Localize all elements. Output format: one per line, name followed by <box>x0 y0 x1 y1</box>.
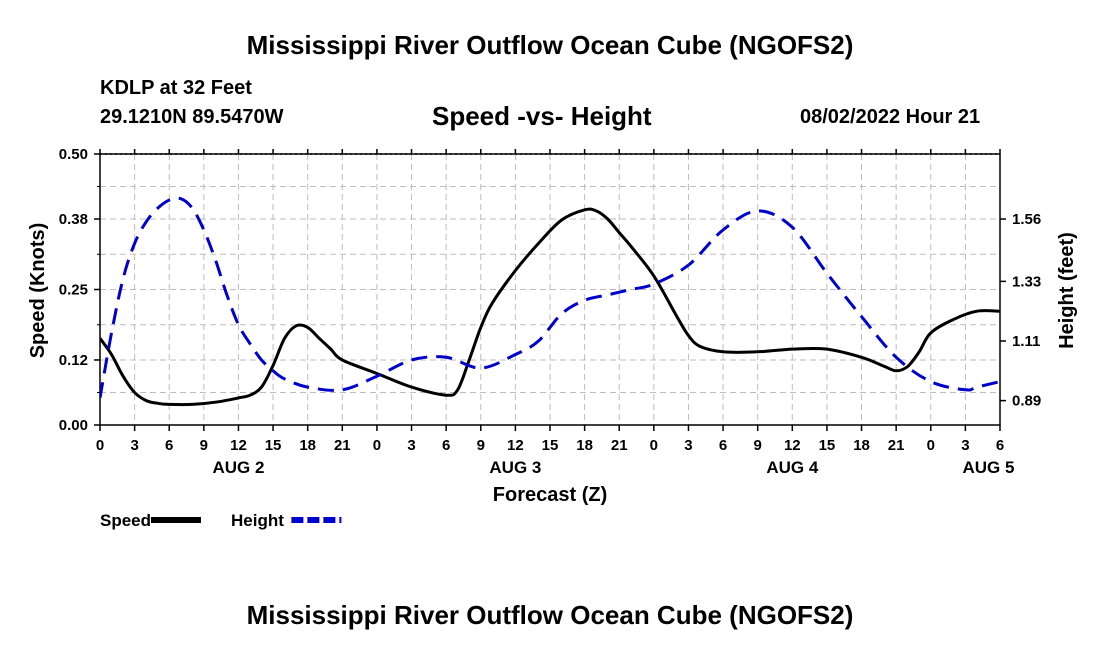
y-tick-label: 0.50 <box>59 146 88 163</box>
chart-subtitle: Speed -vs- Height <box>432 101 652 131</box>
x-tick-label: 21 <box>334 437 351 454</box>
y2-axis-title: Height (feet) <box>1056 232 1078 349</box>
x-tick-label: 18 <box>576 437 593 454</box>
x-tick-label: 21 <box>611 437 628 454</box>
height-series-line <box>100 196 1000 399</box>
x-tick-label: 15 <box>819 437 836 454</box>
station-coordinates: 29.1210N 89.5470W <box>100 106 284 128</box>
x-tick-label: 12 <box>784 437 801 454</box>
x-tick-label: 9 <box>200 437 208 454</box>
day-label: AUG 3 <box>489 458 541 477</box>
x-tick-label: 3 <box>961 437 969 454</box>
y-axis-title: Speed (Knots) <box>27 223 49 359</box>
x-axis-title: Forecast (Z) <box>493 484 607 506</box>
grid <box>100 154 1000 425</box>
y-tick-label: 0.12 <box>59 352 88 369</box>
x-tick-label: 12 <box>507 437 524 454</box>
x-tick-label: 6 <box>442 437 450 454</box>
series <box>100 196 1000 407</box>
day-label: AUG 4 <box>766 458 819 477</box>
axes: 0.00 0.12 0.25 0.38 0.50 0.89 1.11 1.33 1.56 0 3 6 9… <box>27 146 1078 506</box>
x-tick-label: 15 <box>542 437 559 454</box>
x-tick-label: 18 <box>299 437 316 454</box>
x-tick-label: 0 <box>650 437 658 454</box>
x-tick-label: 9 <box>477 437 485 454</box>
chart-title: Mississippi River Outflow Ocean Cube (NG… <box>246 30 854 60</box>
legend: Speed Height <box>100 511 342 530</box>
day-label: AUG 2 <box>212 458 264 477</box>
legend-label-height: Height <box>231 511 284 530</box>
station-label: KDLP at 32 Feet <box>100 77 252 99</box>
y2-tick-label: 1.33 <box>1012 273 1041 290</box>
y-tick-label: 0.38 <box>59 211 88 228</box>
x-tick-label: 6 <box>996 437 1004 454</box>
y2-tick-label: 0.89 <box>1012 393 1041 410</box>
y-tick-label: 0.00 <box>59 417 88 434</box>
x-tick-label: 12 <box>230 437 247 454</box>
y2-tick-label: 1.56 <box>1012 211 1041 228</box>
x-tick-label: 21 <box>888 437 905 454</box>
x-tick-label: 6 <box>719 437 727 454</box>
x-tick-label: 0 <box>373 437 381 454</box>
forecast-datetime: 08/02/2022 Hour 21 <box>800 106 981 128</box>
legend-label-speed: Speed <box>100 511 151 530</box>
x-tick-label: 0 <box>96 437 104 454</box>
x-tick-label: 3 <box>130 437 138 454</box>
x-tick-label: 18 <box>853 437 870 454</box>
x-tick-label: 3 <box>407 437 415 454</box>
speed-series-line <box>100 207 1000 407</box>
x-tick-label: 0 <box>927 437 935 454</box>
x-tick-label: 6 <box>165 437 173 454</box>
x-tick-label: 3 <box>684 437 692 454</box>
x-tick-label: 15 <box>265 437 282 454</box>
day-label: AUG 5 <box>962 458 1014 477</box>
x-tick-label: 9 <box>754 437 762 454</box>
y2-tick-label: 1.11 <box>1012 333 1040 350</box>
footer-chart-title: Mississippi River Outflow Ocean Cube (NG… <box>246 600 854 630</box>
y-tick-label: 0.25 <box>59 282 88 299</box>
